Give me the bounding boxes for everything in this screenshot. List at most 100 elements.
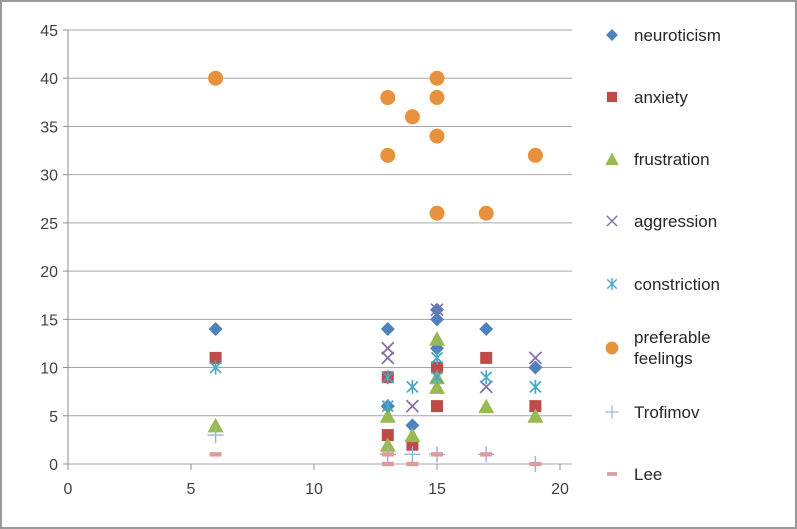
point-constriction	[381, 399, 394, 414]
point-neuroticism	[430, 312, 444, 327]
series-frustration	[207, 331, 544, 452]
legend-label: Lee	[634, 464, 663, 484]
point-preferable-feelings	[429, 128, 445, 144]
point-neuroticism	[479, 321, 494, 336]
x-icon	[528, 351, 543, 365]
asterisk-icon	[529, 380, 542, 393]
legend-item-frustration: frustration	[600, 147, 752, 171]
y-tick-label: 20	[40, 264, 58, 281]
legend-item-anxiety: anxiety	[600, 85, 752, 109]
triangle-icon	[404, 427, 421, 443]
dash-icon	[480, 452, 493, 457]
point-preferable-feelings	[208, 70, 224, 86]
point-anxiety	[529, 400, 542, 413]
triangle-icon	[379, 437, 396, 452]
circle-icon	[527, 147, 543, 163]
point-constriction	[381, 370, 394, 385]
point-Lee	[431, 452, 443, 457]
point-constriction	[209, 360, 222, 375]
x-tick-label: 0	[64, 481, 73, 498]
legend-item-neuroticism: neuroticism	[600, 23, 752, 47]
point-aggression	[479, 380, 493, 394]
circle-icon	[429, 70, 445, 86]
point-anxiety	[431, 400, 443, 413]
asterisk-icon	[381, 400, 394, 413]
square-icon	[480, 351, 493, 364]
diamond-icon	[208, 321, 223, 336]
asterisk-icon	[209, 361, 222, 374]
point-frustration	[404, 427, 421, 443]
point-neuroticism	[528, 360, 543, 375]
point-preferable-feelings	[527, 147, 543, 163]
point-preferable-feelings	[404, 109, 420, 125]
diamond-icon	[430, 312, 444, 327]
dash-icon	[431, 452, 443, 457]
legend-label: constriction	[634, 274, 720, 294]
square-icon	[381, 429, 394, 442]
point-constriction	[430, 370, 444, 385]
circle-icon	[380, 147, 396, 163]
circle-icon	[605, 341, 619, 355]
point-frustration	[478, 398, 495, 414]
y-tick-label: 25	[40, 216, 58, 233]
x-icon	[606, 215, 618, 227]
series-aggression	[381, 303, 543, 413]
point-frustration	[429, 379, 445, 394]
y-tick-label: 30	[40, 168, 58, 185]
legend: neuroticism anxiety frustration aggression c…	[600, 2, 795, 527]
asterisk-icon	[430, 371, 444, 384]
series-anxiety	[209, 351, 542, 451]
point-frustration	[527, 408, 544, 423]
dash-icon	[381, 452, 394, 457]
x-icon	[381, 351, 395, 365]
triangle-icon	[605, 152, 619, 165]
triangle-icon	[379, 408, 396, 423]
diamond-icon	[606, 29, 618, 41]
point-preferable-feelings	[478, 205, 494, 221]
point-anxiety	[209, 351, 222, 364]
y-tick-label: 10	[40, 361, 58, 378]
circle-icon	[429, 90, 445, 106]
point-anxiety	[480, 351, 493, 364]
square-icon	[431, 400, 443, 413]
point-constriction	[529, 379, 542, 394]
point-Trofimov	[404, 446, 421, 463]
square-icon	[529, 400, 542, 413]
triangle-icon	[605, 152, 619, 165]
point-constriction	[430, 350, 444, 365]
x-icon	[430, 303, 444, 317]
diamond-icon	[405, 418, 420, 433]
x-icon	[405, 399, 420, 413]
point-preferable-feelings	[380, 147, 396, 163]
circle-icon	[380, 90, 396, 106]
dash-icon	[606, 472, 618, 476]
x-icon	[381, 341, 395, 355]
square-icon	[606, 91, 618, 103]
diamond-icon	[479, 321, 494, 336]
dash-icon	[381, 461, 394, 467]
legend-label: anxiety	[634, 87, 688, 107]
point-Lee	[381, 461, 394, 467]
dash-icon	[606, 472, 618, 476]
circle-icon	[605, 341, 619, 355]
point-aggression	[430, 303, 444, 317]
x-tick-label: 15	[428, 481, 446, 498]
point-preferable-feelings	[429, 205, 445, 221]
series-Lee	[209, 452, 542, 467]
point-aggression	[381, 341, 395, 355]
dash-icon	[209, 452, 222, 457]
point-constriction	[480, 370, 493, 385]
point-aggression	[405, 399, 420, 413]
point-anxiety	[381, 429, 394, 442]
x-tick-label: 10	[305, 481, 323, 498]
asterisk-icon	[480, 371, 493, 384]
point-frustration	[429, 331, 445, 346]
dash-icon	[406, 461, 419, 467]
point-frustration	[379, 437, 396, 452]
asterisk-icon	[606, 278, 618, 290]
circle-icon	[478, 205, 494, 221]
point-neuroticism	[208, 321, 223, 336]
point-Lee	[209, 452, 222, 457]
point-preferable-feelings	[380, 90, 396, 106]
